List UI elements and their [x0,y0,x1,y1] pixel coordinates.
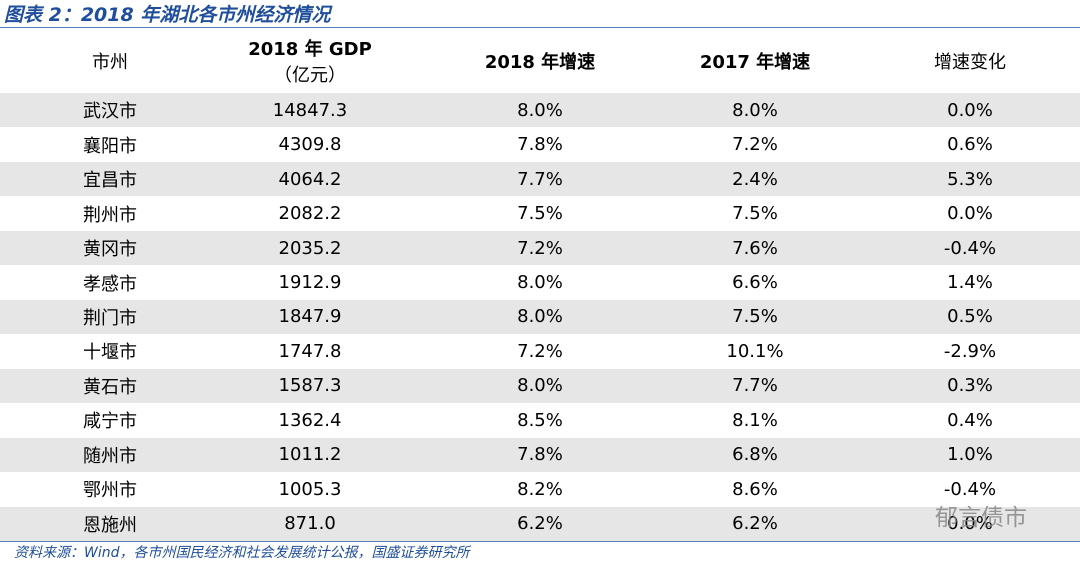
table-cell: 1011.2 [278,444,342,466]
table-cell: 8.0% [517,272,563,294]
table-cell: 8.0% [732,99,778,121]
table-cell: 871.0 [284,513,336,535]
header-text: 增速变化 [934,51,1006,73]
table-cell: 4309.8 [278,134,342,156]
table-cell: 8.5% [517,409,563,431]
table-row: 黄冈市 2035.2 7.2% 7.6% -0.4% [0,230,1080,266]
table-row: 襄阳市 4309.8 7.8% 7.2% 0.6% [0,127,1080,161]
table-cell: 8.6% [732,478,778,500]
title: 图表 2：2018 年湖北各市州经济情况 [4,4,331,26]
table-row: 荆门市 1847.9 8.0% 7.5% 0.5% [0,299,1080,335]
header-cell: 2017 年增速 [655,28,855,93]
table-cell: 1.4% [947,272,993,294]
table-row: 荆州市 2082.2 7.5% 7.5% 0.0% [0,196,1080,230]
table-cell: 咸宁市 [83,411,137,433]
table-cell: 十堰市 [83,342,137,364]
table-cell: 7.8% [517,134,563,156]
table-cell: 8.0% [517,375,563,397]
table-cell: 7.5% [732,203,778,225]
header-cell: 2018 年增速 [440,28,640,93]
table-cell: 5.3% [947,168,993,190]
table-cell: 2035.2 [278,237,342,259]
header-text: 2017 年增速 [699,51,811,73]
table-row: 咸宁市 1362.4 8.5% 8.1% 0.4% [0,403,1080,437]
table-cell: 7.5% [732,306,778,328]
table-cell: 1362.4 [278,409,342,431]
table-cell: 2082.2 [278,203,342,225]
table-cell: 随州市 [83,445,137,467]
table-cell: 8.1% [732,409,778,431]
table-cell: 7.5% [517,203,563,225]
table-cell: 鄂州市 [83,480,137,502]
table-cell: 0.5% [947,306,993,328]
table-cell: 7.2% [732,134,778,156]
table-cell: 孝感市 [83,273,137,295]
table-cell: 宜昌市 [83,170,137,192]
table-cell: 黄冈市 [83,239,137,261]
table-row: 宜昌市 4064.2 7.7% 2.4% 5.3% [0,161,1080,197]
table-cell: -0.4% [943,478,997,500]
table-cell: 6.8% [732,444,778,466]
table-cell: 0.6% [947,134,993,156]
table-cell: 7.2% [517,340,563,362]
table-cell: 7.6% [732,237,778,259]
table-cell: 0.4% [947,409,993,431]
table-cell: 6.6% [732,272,778,294]
source: 资料来源：Wind，各市州国民经济和社会发展统计公报，国盛证券研究所 [14,545,470,561]
table-cell: 黄石市 [83,376,137,398]
table-cell: 1005.3 [278,478,342,500]
table-cell: 荆门市 [83,307,137,329]
table-row: 孝感市 1912.9 8.0% 6.6% 1.4% [0,265,1080,299]
table-row: 十堰市 1747.8 7.2% 10.1% -2.9% [0,334,1080,368]
table-row: 黄石市 1587.3 8.0% 7.7% 0.3% [0,368,1080,404]
table-cell: 武汉市 [83,101,137,123]
table-cell: 14847.3 [272,99,348,121]
table-cell: 0.0% [947,99,993,121]
table-cell: 襄阳市 [83,135,137,157]
table-cell: 1847.9 [278,306,342,328]
table-cell: 0.0% [947,513,993,535]
table-row: 随州市 1011.2 7.8% 6.8% 1.0% [0,437,1080,473]
table-cell: 1747.8 [278,340,342,362]
table-cell: 8.0% [517,99,563,121]
table-cell: 0.0% [947,203,993,225]
table-cell: 荆州市 [83,204,137,226]
header-cell: 增速变化 [870,28,1070,93]
table-cell: 6.2% [517,513,563,535]
table-cell: 8.2% [517,478,563,500]
table-cell: 7.7% [517,168,563,190]
bottom-rule [0,541,1080,542]
table-cell: 10.1% [726,340,784,362]
table-cell: 4064.2 [278,168,342,190]
table-cell: 7.2% [517,237,563,259]
table-cell: 1912.9 [278,272,342,294]
table-cell: 7.8% [517,444,563,466]
header-text: 市州 [92,51,128,73]
header-cell: 市州 [10,28,210,93]
header-text: 2018 年增速 [484,51,596,73]
header-row: 市州 2018 年 GDP （亿元） 2018 年增速 2017 年增速 增速变化 [0,28,1080,93]
table-row: 鄂州市 1005.3 8.2% 8.6% -0.4% [0,472,1080,506]
table-row: 恩施州 871.0 6.2% 6.2% 0.0% [0,506,1080,541]
table-cell: -2.9% [943,340,997,362]
header-cell: 2018 年 GDP （亿元） [210,28,410,93]
table-cell: 8.0% [517,306,563,328]
table-row: 武汉市 14847.3 8.0% 8.0% 0.0% [0,93,1080,128]
table-cell: 6.2% [732,513,778,535]
table-cell: -0.4% [943,237,997,259]
top-rule [0,27,1080,28]
table-cell: 0.3% [947,375,993,397]
header-text: （亿元） [274,64,346,86]
watermark: 郁言债市 [935,505,1027,531]
table-cell: 2.4% [732,168,778,190]
table-cell: 恩施州 [83,514,137,536]
header-text: 2018 年 GDP [248,38,372,60]
table-cell: 7.7% [732,375,778,397]
table-cell: 1.0% [947,444,993,466]
table-cell: 1587.3 [278,375,342,397]
